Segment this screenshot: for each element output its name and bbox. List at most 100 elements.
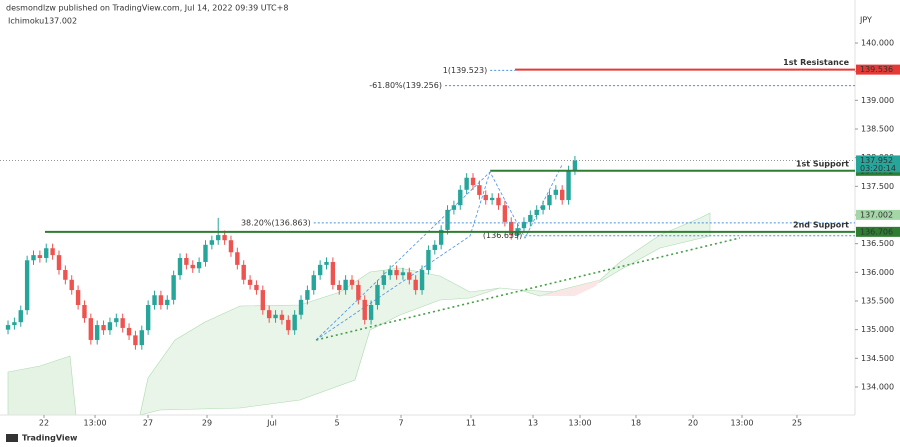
- candle-body: [464, 177, 469, 190]
- fib-label: 1(139.523): [443, 66, 487, 75]
- y-tick-label: 135.000: [861, 325, 894, 334]
- indicator-badge-label: 137.002: [860, 210, 893, 219]
- y-tick-label: 134.500: [861, 354, 894, 363]
- candle-body: [356, 284, 361, 300]
- candle-body: [407, 272, 412, 280]
- candle-body: [528, 214, 533, 222]
- candle-body: [438, 229, 444, 245]
- candle-body: [286, 319, 291, 331]
- price-badge-label: 139.536: [860, 65, 893, 74]
- candle-body: [247, 279, 253, 285]
- candle-body: [24, 260, 30, 311]
- candle-body: [203, 244, 208, 262]
- candle-body: [158, 295, 164, 305]
- candle-body: [502, 205, 508, 222]
- x-tick-label: 13:00: [84, 419, 107, 428]
- indicator-value: 137.002: [44, 17, 77, 26]
- candle-body: [483, 194, 488, 201]
- candle-body: [317, 264, 323, 276]
- x-tick-label: 27: [143, 419, 153, 428]
- candle-body: [489, 197, 495, 201]
- candle-body: [534, 209, 539, 215]
- x-tick-label: Jul: [266, 419, 277, 428]
- candle-body: [553, 189, 559, 195]
- y-tick-label: 136.000: [861, 268, 894, 277]
- candle-body: [266, 310, 272, 319]
- last-price-label: 137.952: [860, 156, 893, 165]
- candle-body: [139, 330, 144, 346]
- candle-body: [44, 248, 49, 258]
- x-tick-label: 29: [202, 419, 212, 428]
- candle-body: [324, 262, 329, 265]
- candle-body: [343, 279, 348, 291]
- candle-body: [349, 279, 355, 285]
- level-name: 2nd Support: [793, 220, 849, 229]
- candle-body: [165, 299, 170, 305]
- x-tick-label: 22: [39, 419, 49, 428]
- footer-logo: [6, 434, 18, 442]
- fib-label: 38.20%(136.863): [241, 218, 311, 227]
- candle-body: [566, 170, 571, 201]
- candle-body: [540, 205, 546, 210]
- candle-body: [235, 252, 240, 265]
- x-tick-label: 25: [792, 419, 802, 428]
- price-badge: [856, 64, 900, 75]
- candle-body: [254, 284, 259, 291]
- candle-body: [292, 314, 297, 331]
- last-price-badge: [856, 155, 900, 173]
- candle-body: [477, 185, 482, 195]
- candle-body: [241, 264, 246, 280]
- candle-body: [120, 318, 125, 328]
- y-tick-label: 134.000: [861, 382, 894, 391]
- countdown: 03:20:14: [860, 164, 896, 173]
- candle-body: [18, 310, 23, 323]
- candle-body: [101, 325, 106, 331]
- candle-body: [63, 270, 68, 280]
- candle-body: [196, 262, 202, 269]
- candle-body: [171, 275, 176, 300]
- currency: JPY: [859, 16, 872, 25]
- y-tick-label: 140.000: [861, 39, 894, 48]
- candle-body: [381, 275, 387, 285]
- candle-body: [95, 325, 100, 340]
- candle-body: [470, 177, 476, 186]
- x-tick-label: 11: [466, 419, 476, 428]
- candle-body: [521, 221, 527, 229]
- candle-body: [337, 284, 342, 291]
- candle-body: [547, 194, 552, 206]
- candle-body: [190, 264, 195, 269]
- x-tick-label: 13: [528, 419, 538, 428]
- candle-body: [451, 205, 457, 210]
- candle-body: [5, 325, 11, 330]
- candle-body: [12, 322, 17, 326]
- ichimoku-cloud: [7, 212, 711, 416]
- fib-label: -61.80%(139.256): [369, 81, 442, 90]
- candle-body: [133, 335, 138, 346]
- candle-body: [400, 272, 406, 276]
- candle-body: [432, 244, 437, 250]
- level-name: 1st Support: [796, 159, 849, 168]
- indicator-badge: [856, 209, 900, 220]
- x-tick-label: 7: [398, 419, 403, 428]
- candle-body: [37, 255, 43, 258]
- candle-body: [368, 304, 374, 320]
- candle-body: [75, 290, 81, 305]
- candle-body: [273, 314, 278, 319]
- price-badge-label: 136.706: [860, 227, 893, 236]
- candle-body: [279, 314, 285, 320]
- candle-body: [572, 160, 578, 171]
- candle-body: [426, 249, 431, 271]
- y-tick-label: 138.500: [861, 125, 894, 134]
- candle-body: [260, 290, 266, 311]
- y-tick-label: 137.500: [861, 182, 894, 191]
- fib-label: (136.639): [483, 231, 522, 240]
- level-name: 1st Resistance: [783, 58, 849, 67]
- candle-body: [126, 327, 132, 336]
- candle-body: [107, 322, 113, 331]
- candle-body: [56, 255, 62, 271]
- candle-body: [209, 240, 215, 245]
- footer: TradingView: [22, 434, 78, 443]
- candle-body: [31, 255, 36, 261]
